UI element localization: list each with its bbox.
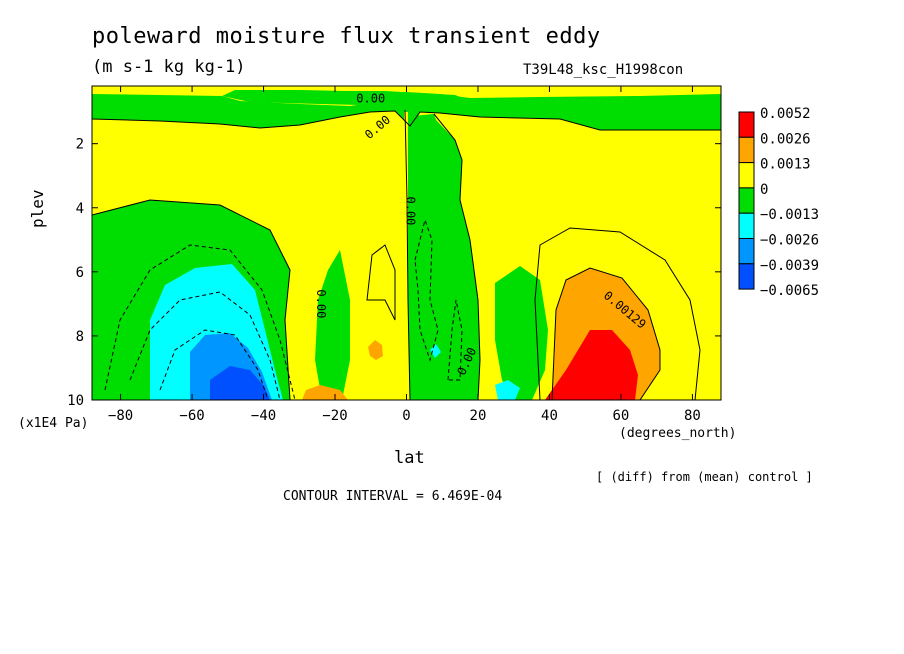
orange-spot-equator	[368, 340, 383, 360]
chart-title: poleward moisture flux transient eddy	[92, 24, 601, 49]
difference-note: [ (diff) from (mean) control ]	[596, 470, 813, 484]
experiment-id: T39L48_ksc_H1998con	[523, 62, 684, 78]
y-tick-label-10: 10	[67, 393, 84, 409]
contour-line-nh-orange	[551, 267, 661, 400]
legend-label-7: −0.0065	[760, 283, 819, 299]
contour-line-column	[404, 109, 481, 400]
y-tick-label-8: 8	[76, 329, 84, 345]
red-anomaly-nh	[545, 330, 638, 400]
contour-label-3: 0.00	[314, 289, 328, 318]
legend-swatch-2	[738, 162, 755, 189]
x-tick-label-20: 20	[470, 408, 487, 424]
legend-swatch-6	[738, 263, 755, 290]
x-tick-label--80: −80	[108, 408, 133, 424]
contour-label-0: 0.00	[356, 91, 385, 105]
x-tick-label-0: 0	[402, 408, 410, 424]
legend-label-6: −0.0039	[760, 258, 819, 274]
legend-swatch-1	[738, 136, 755, 164]
contour-label-2: 0.00	[404, 197, 418, 226]
legend-label-1: 0.0026	[760, 131, 811, 147]
orange-spot-sh	[302, 385, 348, 400]
y-axis-label: plev	[28, 189, 47, 228]
x-tick-label--20: −20	[322, 408, 347, 424]
legend-swatch-5	[738, 238, 755, 265]
contour-line-eq-sh	[366, 244, 396, 321]
y-tick-label-6: 6	[76, 265, 84, 281]
contour-dash-nh	[447, 299, 463, 381]
legend-swatch-3	[738, 187, 755, 214]
contour-line-nh-outer	[534, 227, 701, 400]
legend-swatch-4	[738, 212, 755, 239]
cyan-spot-equator	[430, 344, 441, 358]
contour-dash-sh-2	[129, 291, 281, 400]
legend-label-5: −0.0026	[760, 233, 819, 249]
contour-interval: CONTOUR INTERVAL = 6.469E-04	[283, 489, 503, 504]
upper-mid-green	[222, 90, 480, 108]
x-tick-label--40: −40	[251, 408, 276, 424]
legend-label-4: −0.0013	[760, 207, 819, 223]
y-tick-label-4: 4	[76, 201, 84, 217]
x-axis-label: lat	[394, 448, 425, 468]
legend-swatch-0	[738, 111, 755, 138]
y-axis-units: (x1E4 Pa)	[18, 416, 89, 431]
tropical-green-finger-sh	[315, 250, 350, 400]
y-tick-label-2: 2	[76, 137, 84, 153]
chart-units: (m s-1 kg kg-1)	[92, 57, 246, 77]
tropical-green-finger-nh	[495, 266, 548, 400]
cyan-spot-nh	[495, 380, 520, 400]
x-axis-units: (degrees_north)	[619, 426, 737, 441]
contour-line-sh-lobe	[92, 199, 291, 400]
legend-label-2: 0.0013	[760, 157, 811, 173]
x-tick-label-40: 40	[541, 408, 558, 424]
contour-dash-sh-1	[104, 244, 296, 400]
legend-label-3: 0	[760, 182, 768, 198]
x-tick-label-60: 60	[613, 408, 630, 424]
legend-label-0: 0.0052	[760, 106, 811, 122]
contour-line-upper	[92, 110, 721, 131]
plot-area: 0.000.000.000.000.000.00129	[92, 86, 721, 400]
contour-dash-sh-3	[159, 329, 269, 400]
blue-anomaly-sh	[210, 366, 270, 400]
x-tick-label-80: 80	[684, 408, 701, 424]
x-tick-label--60: −60	[179, 408, 204, 424]
